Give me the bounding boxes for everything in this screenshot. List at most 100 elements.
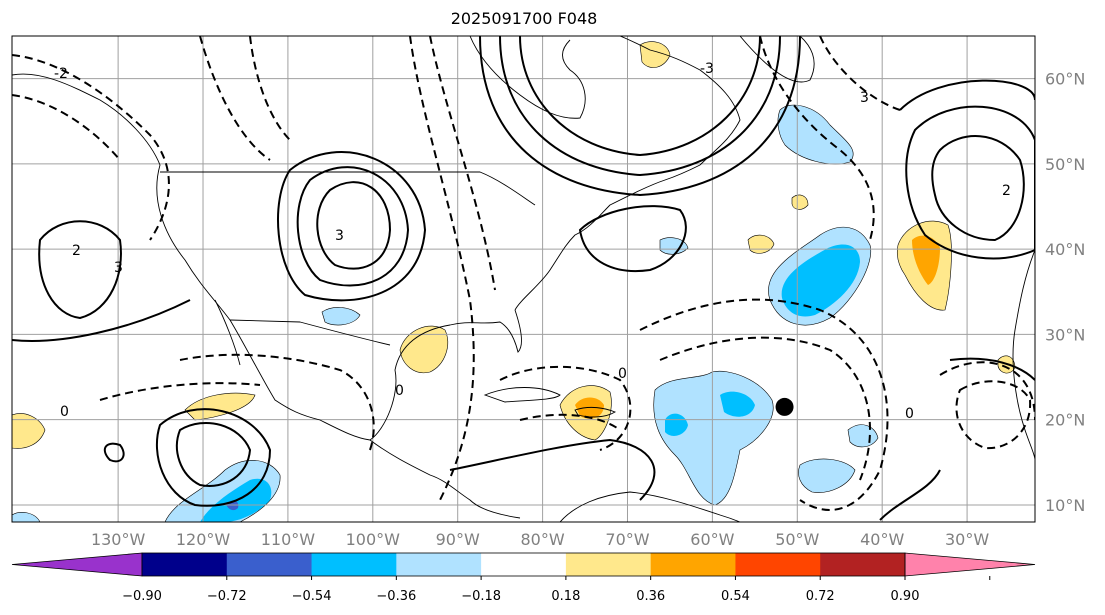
shade-region-blue-l [12,512,41,522]
anomaly-shading [12,41,1016,522]
latitude-tick-label: 10°N [1045,496,1085,515]
coastlines [12,36,1035,522]
coastline-greenland [739,36,815,83]
longitude-tick-label: 90°W [436,530,480,549]
colorbar-ticks: −0.90 −0.72 −0.54 −0.36 −0.18 0.18 0.36 0.54 0.7… [122,576,991,604]
shade-region-yellow-i [791,194,809,210]
latitude-tick-label: 20°N [1045,411,1085,430]
longitude-tick-label: 70°W [605,530,649,549]
contour-label: 0 [60,404,69,420]
shade-region-yellow-g [12,413,46,449]
longitude-tick-label: 100°W [346,530,401,549]
latitude-labels: 10°N 20°N 30°N 40°N 50°N 60°N [1045,70,1085,515]
contour-solid [499,36,781,177]
gridlines [12,36,1035,522]
longitude-tick-label: 30°W [945,530,989,549]
contour-solid [479,36,801,197]
map-frame [11,35,1036,523]
colorbar-tick-label: 0.36 [636,589,665,604]
contour-solid [449,438,656,501]
coastline-south-america [559,491,741,522]
colorbar-tick-label: −0.72 [207,589,247,604]
shade-region-yellow-e [747,234,775,254]
storm-center-marker [775,397,794,416]
colorbar [11,552,1036,577]
colorbar-tick-label: −0.36 [376,589,416,604]
contour-label: 3 [114,260,123,276]
contour-label: 3 [860,90,869,106]
colorbar-segment [820,553,906,576]
contour-dashed [249,36,291,141]
contour-solid [12,299,191,342]
contour-solid [899,79,1035,111]
contour-dashed [409,36,475,501]
shade-region-yellow-a [399,325,449,374]
latitude-tick-label: 40°N [1045,240,1085,259]
contour-label: -3 [700,61,714,77]
colorbar-segment [565,553,652,576]
contour-dashed [12,94,121,161]
colorbar-segment [311,553,397,576]
contour-dashed [639,298,889,511]
colorbar-segment [481,553,567,576]
latitude-tick-label: 30°N [1045,325,1085,344]
shade-region-east-atlantic [798,458,856,493]
shade-region-yellow-f [184,392,256,421]
longitude-tick-label: 50°W [775,530,819,549]
contour-label: 0 [618,366,627,382]
shade-region-storm [653,370,774,506]
coastline-gulf [369,309,522,441]
shade-region-central-atlantic-core [781,244,860,317]
contour-lines [12,36,1035,521]
longitude-labels: 130°W 120°W 110°W 100°W 90°W 80°W 70°W 60°W 50°W… [91,530,989,549]
shade-region-blue-k [659,237,689,255]
contour-label: 0 [905,406,914,422]
contour-solid [905,105,1035,260]
contour-dashed [519,413,621,431]
colorbar-extend-low [11,552,143,577]
colorbar-tick-label: 0.90 [891,589,920,604]
contour-label: 2 [1002,183,1011,199]
colorbar-tick-label: 0.18 [551,589,580,604]
contour-solid [38,220,122,320]
colorbar-tick-label: −0.18 [461,589,501,604]
coastline-africa [1012,249,1035,461]
coastline-central-america [369,439,521,519]
coastline-cuba [483,387,561,403]
contour-dashed [659,336,871,481]
contour-label-group: 3 2 0 0 0 0 2 3 -2 -3 3 [54,61,1011,422]
colorbar-segment [735,553,821,576]
us-border [160,171,536,206]
shade-region-orange-c [912,235,940,285]
longitude-tick-label: 60°W [690,530,734,549]
shade-region-storm-core [665,391,755,436]
shade-region-orange-b [575,397,604,419]
colorbar-extend-high [904,552,1036,577]
colorbar-tick-label: 0.72 [806,589,835,604]
latitude-tick-label: 50°N [1045,155,1085,174]
contour-dashed [99,382,261,401]
coastline-baja [214,299,241,366]
shade-region-north-atlantic [777,104,854,165]
contour-solid [296,166,410,287]
longitude-tick-label: 120°W [176,530,231,549]
coastline-north-america-west [12,73,371,441]
contour-label: 3 [335,228,344,244]
longitude-tick-label: 80°W [521,530,565,549]
colorbar-tick-label: −0.90 [122,589,162,604]
contour-solid [519,36,761,157]
contour-label: 2 [72,243,81,259]
contour-label: -2 [54,66,68,82]
contour-dashed [955,380,1032,450]
longitude-tick-label: 40°W [860,530,904,549]
longitude-tick-label: 110°W [261,530,316,549]
latitude-tick-label: 60°N [1045,70,1085,89]
coastline-hudson-bay [469,36,586,119]
colorbar-frame [141,552,906,577]
contour-label: 0 [395,383,404,399]
map-title: 2025091700 F048 [450,9,598,28]
contour-dashed [429,36,496,291]
contour-solid [316,181,392,270]
colorbar-segment [226,553,313,576]
